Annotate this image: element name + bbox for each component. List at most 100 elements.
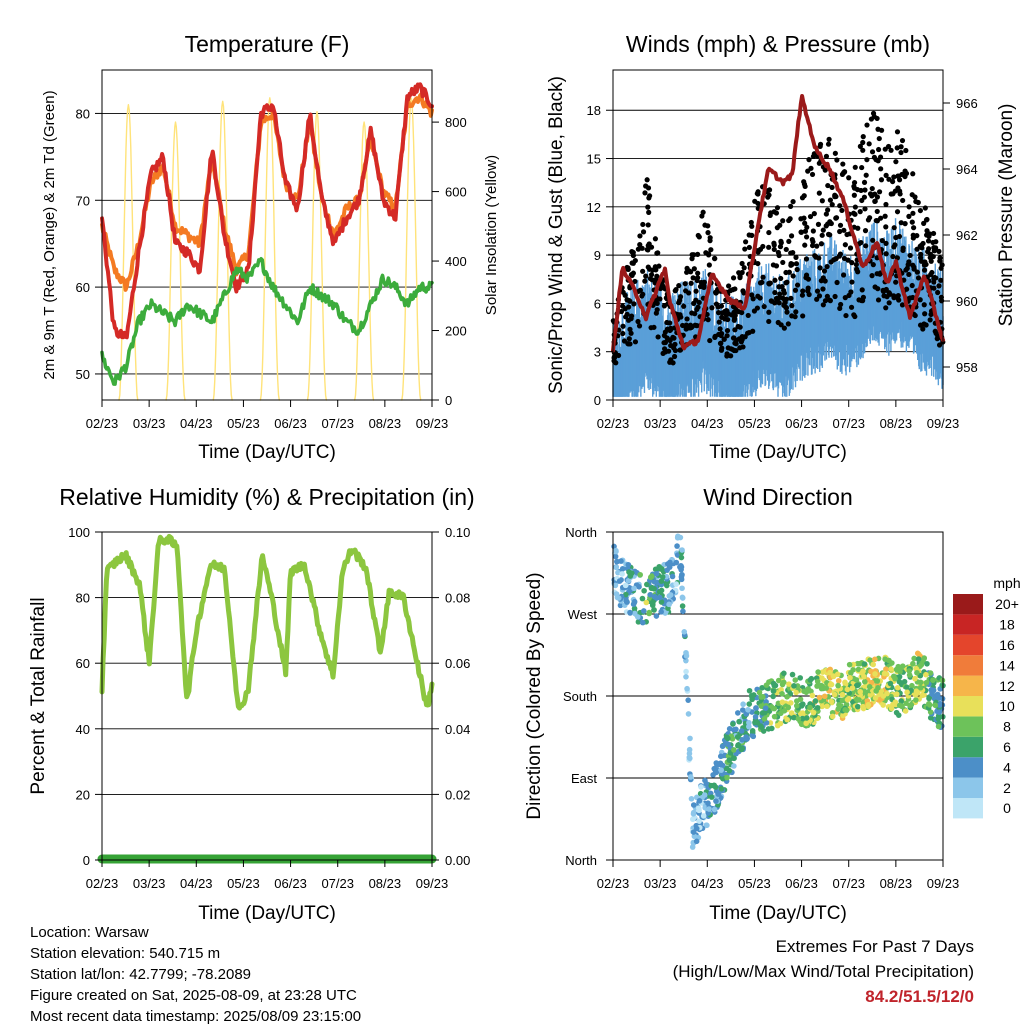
wind-gust-point — [886, 300, 892, 306]
wind-direction-point — [927, 670, 934, 676]
wind-gust-point — [749, 292, 755, 298]
wind-direction-point — [718, 786, 725, 792]
wind-gust-point — [872, 198, 878, 204]
wind-direction-point — [658, 587, 665, 594]
wind-direction-point — [658, 608, 664, 615]
wind-gust-point — [792, 287, 799, 293]
wind-direction-point — [875, 684, 881, 691]
wind-direction-point — [651, 585, 657, 592]
wind-gust-point — [819, 198, 825, 204]
wind-direction-point — [685, 711, 692, 717]
wind-direction-point — [923, 679, 930, 686]
wind-gust-point — [860, 139, 866, 146]
wind-gust-point — [676, 283, 682, 289]
wind-gust-point — [878, 127, 885, 133]
wind-direction-point — [829, 713, 836, 720]
wind-direction-point — [739, 707, 746, 713]
wind-direction-point — [861, 661, 868, 667]
wind-direction-point — [618, 558, 624, 564]
wind-direction-point — [684, 685, 690, 692]
wind-gust-point — [786, 238, 792, 245]
wind-direction-point — [669, 573, 676, 580]
wind-direction-point — [803, 720, 809, 727]
humidity-frame — [101, 531, 433, 861]
wind-gust-point — [730, 287, 736, 293]
wind-gust-point — [677, 347, 684, 353]
wind-gust-point — [707, 337, 713, 344]
wind-ytick-label: 9 — [594, 248, 601, 263]
wind-gust-point — [938, 277, 944, 283]
station-location: Location: Warsaw — [30, 924, 149, 941]
wind-gust-point — [766, 309, 772, 315]
wind-gust-point — [899, 302, 906, 308]
wind-gust-point — [875, 286, 881, 292]
wind-gust-point — [883, 201, 889, 208]
humidity-title: Relative Humidity (%) & Precipitation (i… — [59, 484, 474, 510]
wind-gust-point — [906, 204, 912, 210]
direction-ytick-label: West — [568, 607, 598, 622]
humidity-xtick-label: 04/23 — [180, 876, 213, 891]
wind-gust-point — [862, 228, 869, 234]
wind-gust-point — [834, 157, 840, 163]
wind-gust-point — [858, 239, 864, 246]
wind-direction-point — [713, 760, 720, 766]
wind-direction-point — [915, 656, 922, 662]
wind-gust-point — [816, 293, 823, 299]
wind-direction-point — [810, 709, 817, 716]
wind-gust-point — [921, 220, 927, 226]
dewpoint-2m-line — [100, 256, 434, 386]
wind-direction-point — [892, 701, 898, 707]
wind-ytick-label: 18 — [587, 103, 601, 118]
wind-gust-point — [786, 269, 792, 275]
direction-xlabel: Time (Day/UTC) — [709, 903, 847, 924]
wind-gust-point — [733, 341, 739, 347]
wind-gust-point — [906, 271, 912, 278]
wind-gust-point — [837, 203, 843, 209]
wind-direction-point — [794, 698, 800, 704]
wind-gust-point — [862, 206, 868, 212]
wind-gust-point — [731, 335, 737, 341]
wind-direction-point — [700, 813, 707, 819]
wind-gust-point — [890, 253, 896, 260]
wind-direction-point — [874, 678, 881, 684]
wind-direction-point — [637, 571, 643, 578]
wind-gust-point — [858, 187, 864, 194]
temperature-xtick-label: 09/23 — [416, 416, 449, 431]
wind-direction-point — [712, 769, 719, 775]
wind-gust-point — [671, 335, 677, 341]
wind-gust-point — [829, 201, 835, 208]
wind-gust-point — [803, 234, 810, 240]
wind-gust-point — [925, 238, 932, 244]
wind-gust-point — [922, 205, 928, 211]
wind-direction-point — [734, 710, 741, 716]
wind-gust-point — [937, 255, 943, 261]
wind-gust-point — [725, 345, 731, 351]
wind-direction-point — [696, 818, 702, 824]
wind-gust-point — [627, 326, 633, 332]
wind-gust-point — [707, 238, 713, 244]
wind-gust-point — [839, 171, 846, 177]
pressure-ytick-right-label: 960 — [956, 294, 978, 309]
wind-gust-point — [645, 222, 651, 228]
wind-gust-point — [883, 251, 889, 257]
wind-gust-point — [827, 219, 833, 225]
wind-direction-point — [809, 692, 816, 699]
wind-direction-point — [706, 806, 712, 812]
wind-gust-point — [647, 193, 653, 199]
wind-ytick-label: 15 — [587, 152, 601, 167]
wind-gust-point — [767, 212, 773, 219]
humidity-xtick-label: 05/23 — [227, 876, 260, 891]
wind-direction-point — [625, 561, 632, 568]
wind-gust-point — [704, 311, 710, 318]
wind-gust-point — [860, 147, 866, 153]
wind-gust-point — [853, 261, 859, 268]
wind-direction-point — [836, 702, 842, 708]
pressure-ytick-right-label: 964 — [956, 162, 978, 177]
wind-gust-point — [645, 264, 651, 270]
wind-gust-point — [930, 230, 937, 237]
wind-gust-point — [826, 136, 832, 142]
wind-gust-point — [778, 275, 784, 282]
wind-gust-point — [794, 282, 801, 288]
wind-direction-point — [683, 653, 690, 659]
